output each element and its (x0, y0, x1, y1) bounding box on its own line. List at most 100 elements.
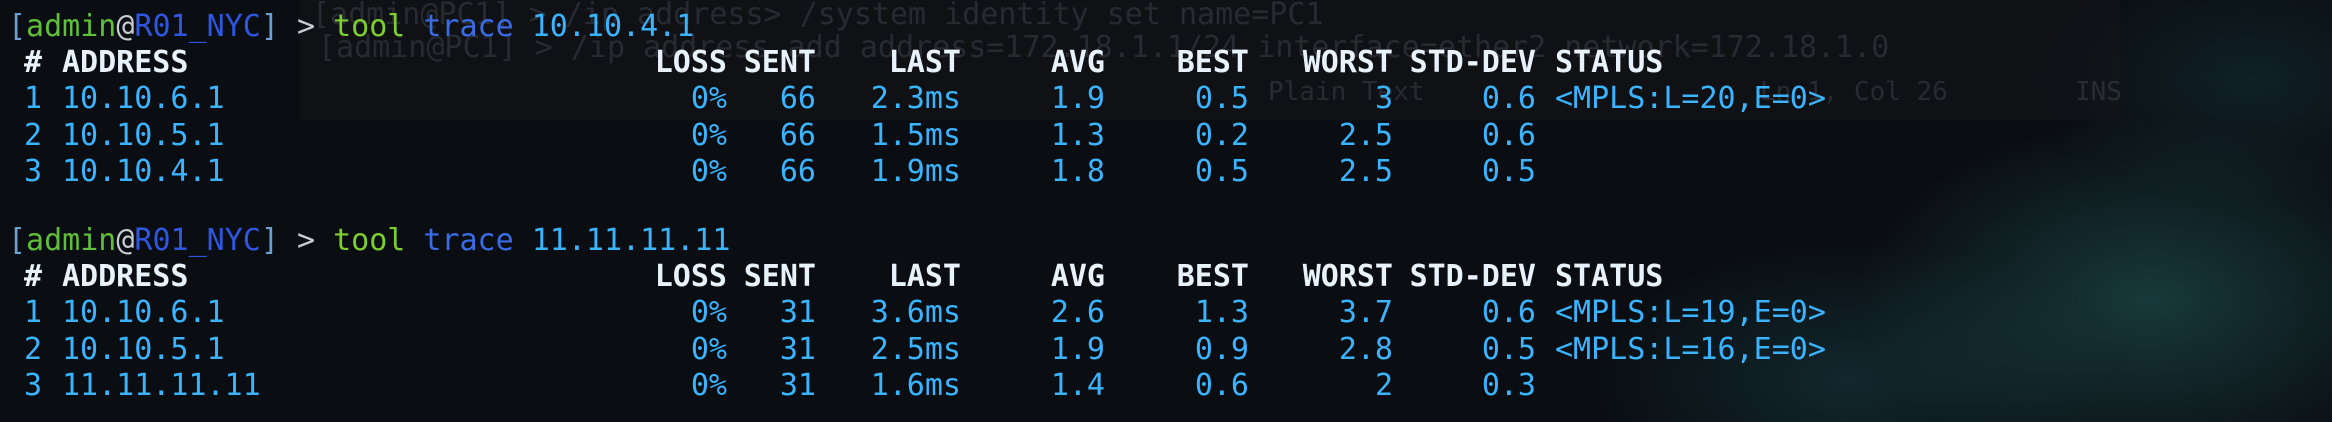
cell-last: 2.3ms (870, 81, 961, 117)
column-header: LOSS (654, 259, 727, 295)
cell-address: 10.10.5.1 (62, 331, 225, 367)
cell-std-dev: 0.6 (1481, 117, 1536, 153)
cell-last: 1.9ms (870, 153, 961, 189)
cell-std-dev: 0.5 (1481, 153, 1536, 189)
cell-address: 10.10.4.1 (62, 153, 225, 189)
cell-avg: 1.4 (1050, 367, 1105, 403)
prompt-verb: trace (423, 9, 514, 44)
cell-std-dev: 0.6 (1481, 295, 1536, 331)
cell-last: 2.5ms (870, 331, 961, 367)
column-header: AVG (1050, 45, 1105, 81)
prompt-close: ] (260, 223, 279, 258)
cell-std-dev: 0.3 (1481, 367, 1536, 403)
cell-sent: 31 (779, 331, 816, 367)
cell-best: 1.3 (1194, 295, 1249, 331)
cell-best: 0.2 (1194, 117, 1249, 153)
cell-index: 3 (23, 367, 42, 403)
cell-avg: 2.6 (1050, 295, 1105, 331)
prompt-host: R01_NYC (134, 223, 261, 258)
cell-last: 1.5ms (870, 117, 961, 153)
prompt-target: 11.11.11.11 (531, 223, 731, 258)
cell-index: 1 (23, 81, 42, 117)
column-header: STATUS (1555, 259, 1664, 295)
column-header: BEST (1176, 259, 1249, 295)
cell-std-dev: 0.6 (1481, 81, 1536, 117)
cell-std-dev: 0.5 (1481, 331, 1536, 367)
column-header: STATUS (1555, 45, 1664, 81)
cell-loss: 0% (690, 367, 727, 403)
column-header: LOSS (654, 45, 727, 81)
prompt-host: R01_NYC (134, 9, 261, 44)
cell-address: 10.10.5.1 (62, 117, 225, 153)
prompt-arrow: > (296, 223, 316, 258)
cell-index: 1 (23, 295, 42, 331)
column-header: LAST (888, 45, 961, 81)
prompt-command: tool (333, 223, 406, 258)
prompt-at: @ (116, 223, 135, 258)
prompt-target: 10.10.4.1 (531, 9, 695, 44)
cell-sent: 31 (779, 367, 816, 403)
prompt-arrow: > (296, 9, 316, 44)
cell-loss: 0% (690, 295, 727, 331)
cell-best: 0.9 (1194, 331, 1249, 367)
cell-worst: 2.8 (1338, 331, 1393, 367)
cell-status: <MPLS:L=20,E=0> (1555, 81, 1826, 117)
cell-avg: 1.9 (1050, 331, 1105, 367)
prompt-verb: trace (423, 223, 514, 258)
cell-sent: 66 (779, 117, 816, 153)
ghost-status: Ln 1, Col 26 (1760, 77, 1948, 107)
cell-status: <MPLS:L=16,E=0> (1555, 331, 1826, 367)
prompt-user: admin (26, 9, 117, 44)
cell-index: 3 (23, 153, 42, 189)
prompt-open: [ (8, 223, 27, 258)
column-header: # (23, 45, 42, 81)
column-header: STD-DEV (1409, 45, 1536, 81)
cell-avg: 1.3 (1050, 117, 1105, 153)
cell-address: 11.11.11.11 (62, 367, 261, 403)
prompt-close: ] (260, 9, 279, 44)
cell-worst: 2 (1374, 367, 1393, 403)
background-window (300, 0, 2120, 120)
cell-index: 2 (23, 331, 42, 367)
column-header: STD-DEV (1409, 259, 1536, 295)
cell-index: 2 (23, 117, 42, 153)
ghost-line: [admin@PC1] > /ip address add address=17… (318, 30, 1890, 65)
column-header: BEST (1176, 45, 1249, 81)
column-header: LAST (888, 259, 961, 295)
cell-last: 1.6ms (870, 367, 961, 403)
cell-best: 0.5 (1194, 153, 1249, 189)
column-header: SENT (743, 45, 816, 81)
column-header: WORST (1302, 45, 1393, 81)
cell-best: 0.5 (1194, 81, 1249, 117)
cell-loss: 0% (690, 81, 727, 117)
cell-loss: 0% (690, 153, 727, 189)
prompt-at: @ (116, 9, 135, 44)
prompt-user: admin (26, 223, 117, 258)
cell-worst: 3.7 (1338, 295, 1393, 331)
cell-loss: 0% (690, 331, 727, 367)
ghost-status: INS (2075, 77, 2122, 107)
ghost-line: [admin@PC1] > /ip address> /system ident… (312, 0, 1324, 32)
column-header: AVG (1050, 259, 1105, 295)
cell-loss: 0% (690, 117, 727, 153)
ghost-status: Plain Text (1268, 77, 1425, 107)
cell-sent: 66 (779, 153, 816, 189)
cell-worst: 3 (1374, 81, 1393, 117)
cell-status: <MPLS:L=19,E=0> (1555, 295, 1826, 331)
prompt-open: [ (8, 9, 27, 44)
cell-worst: 2.5 (1338, 117, 1393, 153)
column-header: ADDRESS (62, 259, 189, 295)
cell-sent: 66 (779, 81, 816, 117)
cell-sent: 31 (779, 295, 816, 331)
cell-avg: 1.9 (1050, 81, 1105, 117)
cell-worst: 2.5 (1338, 153, 1393, 189)
cell-avg: 1.8 (1050, 153, 1105, 189)
column-header: WORST (1302, 259, 1393, 295)
column-header: SENT (743, 259, 816, 295)
cell-address: 10.10.6.1 (62, 81, 225, 117)
column-header: # (23, 259, 42, 295)
cell-address: 10.10.6.1 (62, 295, 225, 331)
cell-last: 3.6ms (870, 295, 961, 331)
prompt-command: tool (333, 9, 406, 44)
